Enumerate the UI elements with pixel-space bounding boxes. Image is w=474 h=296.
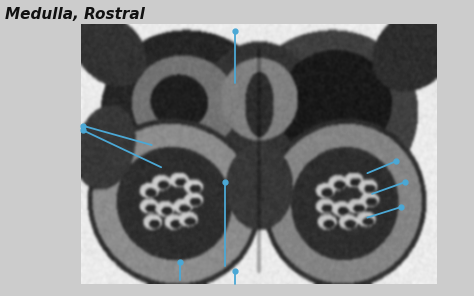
Text: Medulla, Rostral: Medulla, Rostral: [5, 7, 145, 22]
